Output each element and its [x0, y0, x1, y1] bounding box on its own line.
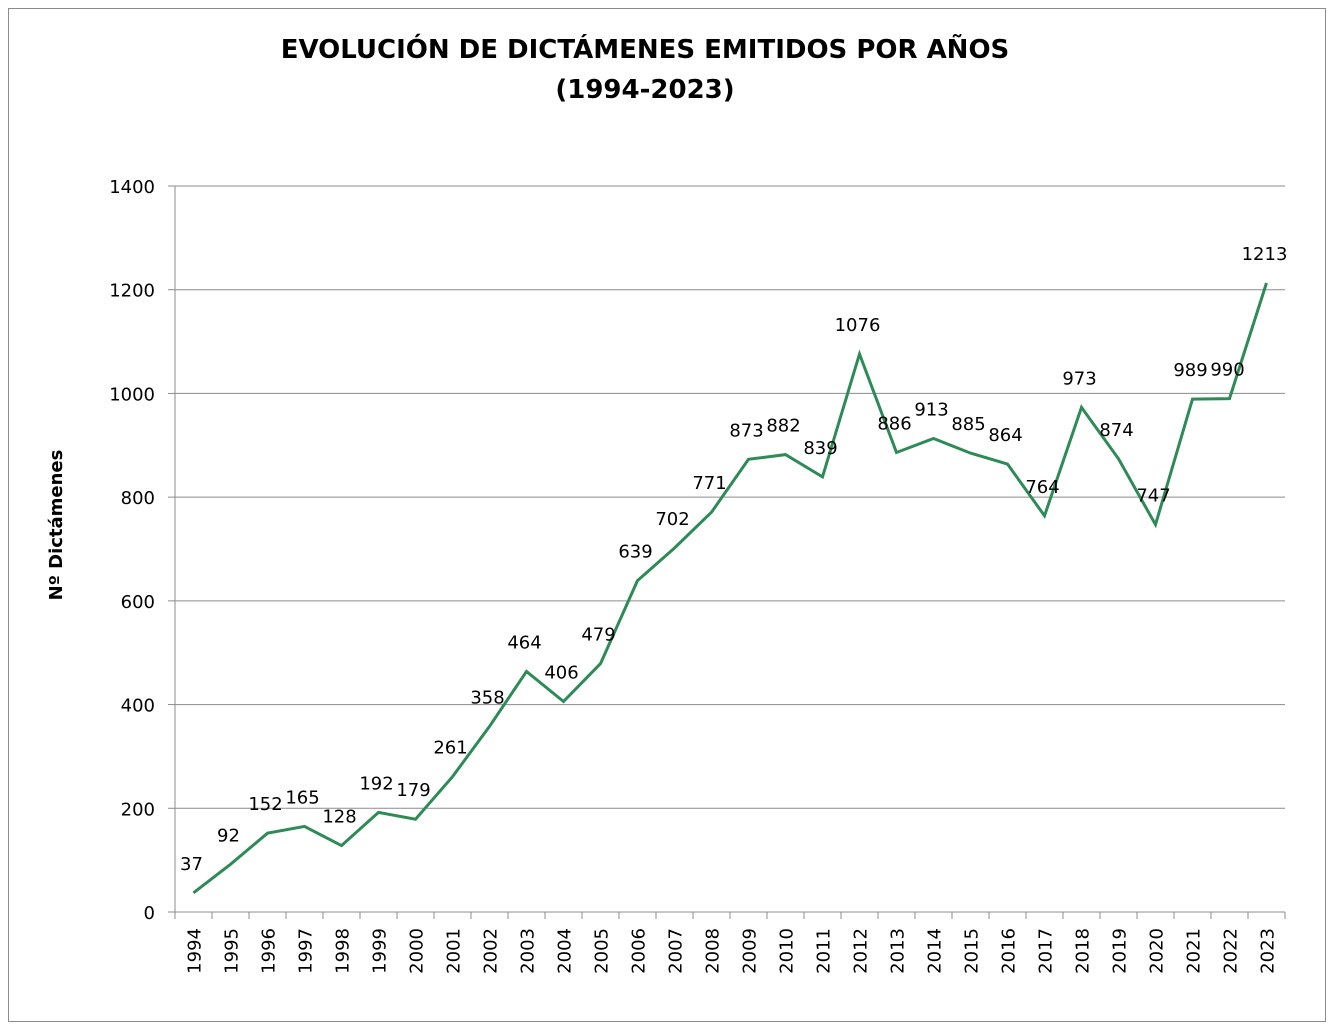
x-tick-label: 1999: [370, 928, 391, 974]
x-tick-label: 2019: [1110, 928, 1131, 974]
data-label: 92: [217, 825, 240, 846]
data-label: 37: [180, 854, 203, 875]
data-label: 702: [655, 509, 689, 530]
chart-title-line1: EVOLUCIÓN DE DICTÁMENES EMITIDOS POR AÑO…: [280, 35, 1010, 65]
x-tick-label: 2021: [1184, 928, 1205, 974]
data-label: 885: [951, 414, 985, 435]
x-tick-label: 2014: [925, 928, 946, 974]
x-tick-label: 1997: [296, 928, 317, 974]
x-tick-labels: 1994 1995 1996 1997 1998 1999 2000 2001 2002 2003…: [185, 928, 1279, 974]
data-label: 358: [470, 687, 504, 708]
data-label: 406: [544, 662, 578, 683]
y-tick-label: 600: [121, 592, 155, 613]
data-label: 771: [692, 473, 726, 494]
data-label: 864: [988, 425, 1022, 446]
data-label: 873: [729, 420, 763, 441]
data-label: 128: [322, 807, 356, 828]
x-tick-label: 2011: [814, 928, 835, 974]
chart-frame: [8, 8, 1326, 1022]
x-tick-label: 1995: [222, 928, 243, 974]
data-label: 874: [1099, 420, 1133, 441]
x-tick-label: 2002: [481, 928, 502, 974]
data-label: 989: [1173, 360, 1207, 381]
y-tick-labels: 0 200 400 600 800 1000 1200 1400: [109, 177, 155, 924]
x-tick-label: 2017: [1036, 928, 1057, 974]
y-axis-label: Nº Dictámenes: [46, 450, 67, 601]
chart-subtitle: (1994-2023): [555, 75, 735, 105]
data-label: 192: [359, 773, 393, 794]
x-tick-label: 2016: [999, 928, 1020, 974]
x-tick-label: 2013: [888, 928, 909, 974]
x-tick-label: 2015: [962, 928, 983, 974]
data-label: 165: [285, 787, 319, 808]
x-tick-label: 2023: [1258, 928, 1279, 974]
x-tick-label: 2006: [629, 928, 650, 974]
data-label: 764: [1025, 477, 1059, 498]
x-tick-label: 2000: [407, 928, 428, 974]
y-tick-label: 1400: [109, 177, 155, 198]
data-label: 179: [396, 780, 430, 801]
series-line: [192, 282, 1268, 894]
y-tick-label: 200: [121, 799, 155, 820]
x-tick-label: 1996: [259, 928, 280, 974]
axes: [168, 185, 1286, 919]
data-label: 1213: [1242, 244, 1288, 265]
x-tick-label: 2012: [851, 928, 872, 974]
chart-title: EVOLUCIÓN DE DICTÁMENES EMITIDOS POR AÑO…: [0, 30, 1290, 110]
x-tick-label: 2005: [592, 928, 613, 974]
x-tick-label: 2001: [444, 928, 465, 974]
x-tick-label: 2008: [703, 928, 724, 974]
data-label: 882: [766, 416, 800, 437]
x-tick-label: 1998: [333, 928, 354, 974]
x-tick-label: 2022: [1221, 928, 1242, 974]
data-label: 990: [1210, 360, 1244, 381]
y-tick-label: 1000: [109, 384, 155, 405]
gridlines: [175, 185, 1285, 809]
x-tick-label: 2007: [666, 928, 687, 974]
data-label: 261: [433, 738, 467, 759]
x-tick-label: 2020: [1147, 928, 1168, 974]
data-label: 839: [803, 438, 837, 459]
data-label: 913: [914, 400, 948, 421]
data-label: 886: [877, 414, 911, 435]
data-label: 152: [248, 794, 282, 815]
data-label: 747: [1136, 486, 1170, 507]
data-label: 639: [618, 542, 652, 563]
x-tick-label: 2009: [740, 928, 761, 974]
data-label: 479: [581, 625, 615, 646]
data-label: 973: [1062, 368, 1096, 389]
y-tick-label: 400: [121, 696, 155, 717]
x-tick-label: 2018: [1073, 928, 1094, 974]
x-tick-label: 1994: [185, 928, 206, 974]
y-tick-label: 800: [121, 488, 155, 509]
x-tick-label: 2003: [518, 928, 539, 974]
y-tick-label: 0: [144, 903, 155, 924]
y-tick-label: 1200: [109, 281, 155, 302]
data-label: 1076: [835, 315, 881, 336]
data-label: 464: [507, 632, 541, 653]
x-tick-label: 2004: [555, 928, 576, 974]
x-tick-label: 2010: [777, 928, 798, 974]
